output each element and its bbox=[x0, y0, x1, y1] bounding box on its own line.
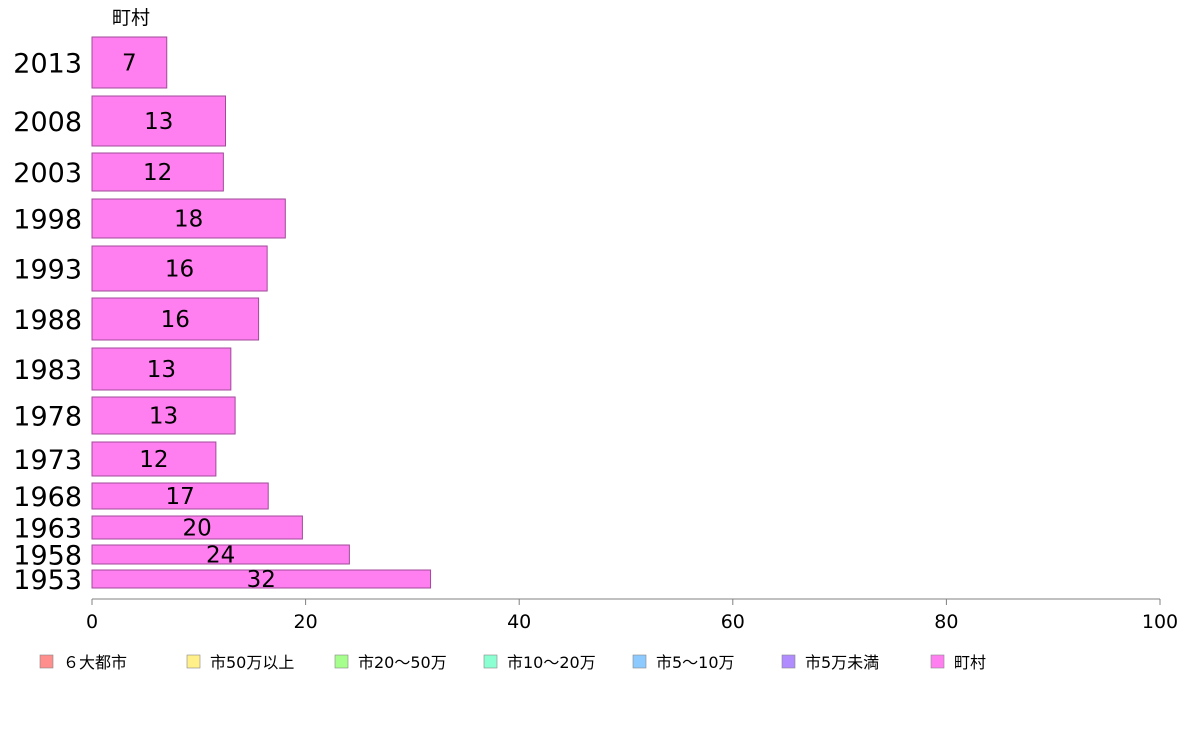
bar-2013 bbox=[91, 36, 168, 89]
y-tick-label-1998: 1998 bbox=[13, 205, 82, 236]
data-label-1983: 13 bbox=[147, 357, 176, 383]
y-tick-label-1968: 1968 bbox=[13, 482, 82, 513]
y-tick-label-2008: 2008 bbox=[13, 107, 82, 138]
data-label-1963: 20 bbox=[183, 516, 212, 542]
legend-label-0: ６大都市 bbox=[63, 653, 127, 672]
y-tick-label-2013: 2013 bbox=[13, 49, 82, 80]
y-tick-label-1993: 1993 bbox=[13, 255, 82, 286]
data-label-1978: 13 bbox=[149, 404, 178, 430]
x-tick-label-20: 20 bbox=[294, 611, 318, 633]
x-axis: 0 20 40 60 80 100 bbox=[86, 598, 1178, 633]
data-label-1988: 16 bbox=[161, 307, 190, 333]
legend-swatch-1 bbox=[186, 654, 201, 669]
data-label-1953: 32 bbox=[247, 567, 276, 593]
legend-swatch-5 bbox=[781, 654, 796, 669]
x-tick-label-0: 0 bbox=[86, 611, 98, 633]
y-tick-label-1953: 1953 bbox=[13, 565, 82, 596]
legend-swatch-6 bbox=[930, 654, 945, 669]
y-tick-label-1983: 1983 bbox=[13, 355, 82, 386]
bar-2003 bbox=[91, 152, 224, 192]
data-label-2008: 13 bbox=[144, 109, 173, 135]
chart-title: 町村 bbox=[112, 7, 150, 29]
legend-swatch-3 bbox=[483, 654, 498, 669]
legend-swatch-2 bbox=[334, 654, 349, 669]
legend-label-6: 町村 bbox=[954, 653, 986, 672]
y-tick-label-1978: 1978 bbox=[13, 402, 82, 433]
bar-1978 bbox=[91, 396, 236, 435]
data-label-2013: 7 bbox=[122, 51, 137, 77]
legend-label-2: 市20〜50万 bbox=[358, 653, 447, 672]
x-tick-label-100: 100 bbox=[1142, 611, 1178, 633]
y-tick-label-1988: 1988 bbox=[13, 305, 82, 336]
data-label-1973: 12 bbox=[139, 447, 168, 473]
data-label-1958: 24 bbox=[206, 543, 235, 569]
bar-1953 bbox=[91, 569, 432, 589]
x-tick-label-80: 80 bbox=[934, 611, 958, 633]
data-label-2003: 12 bbox=[143, 160, 172, 186]
legend-label-4: 市5〜10万 bbox=[656, 653, 735, 672]
y-tick-label-2003: 2003 bbox=[13, 158, 82, 189]
legend: ６大都市 市50万以上 市20〜50万 市10〜20万 市5〜10万 市5万未満 町村 bbox=[39, 653, 986, 672]
legend-label-3: 市10〜20万 bbox=[507, 653, 596, 672]
bar-1988 bbox=[91, 297, 260, 341]
x-tick-label-60: 60 bbox=[721, 611, 745, 633]
legend-label-5: 市5万未満 bbox=[805, 653, 879, 672]
y-tick-label-1973: 1973 bbox=[13, 445, 82, 476]
bar-1993 bbox=[91, 245, 268, 292]
bar-2008 bbox=[91, 95, 226, 147]
data-label-1968: 17 bbox=[165, 484, 194, 510]
y-tick-label-1958: 1958 bbox=[13, 541, 82, 572]
bar-1998 bbox=[91, 198, 286, 239]
bar-1958 bbox=[91, 544, 350, 565]
legend-swatch-4 bbox=[632, 654, 647, 669]
data-label-1993: 16 bbox=[165, 257, 194, 283]
data-label-1998: 18 bbox=[174, 207, 203, 233]
bar-1983 bbox=[91, 347, 232, 391]
bar-1963 bbox=[91, 515, 303, 540]
legend-label-1: 市50万以上 bbox=[210, 653, 294, 672]
bar-1973 bbox=[91, 441, 217, 477]
legend-swatch-0 bbox=[39, 654, 54, 669]
bar-1968 bbox=[91, 482, 269, 510]
y-tick-label-1963: 1963 bbox=[13, 514, 82, 545]
x-tick-label-40: 40 bbox=[507, 611, 531, 633]
